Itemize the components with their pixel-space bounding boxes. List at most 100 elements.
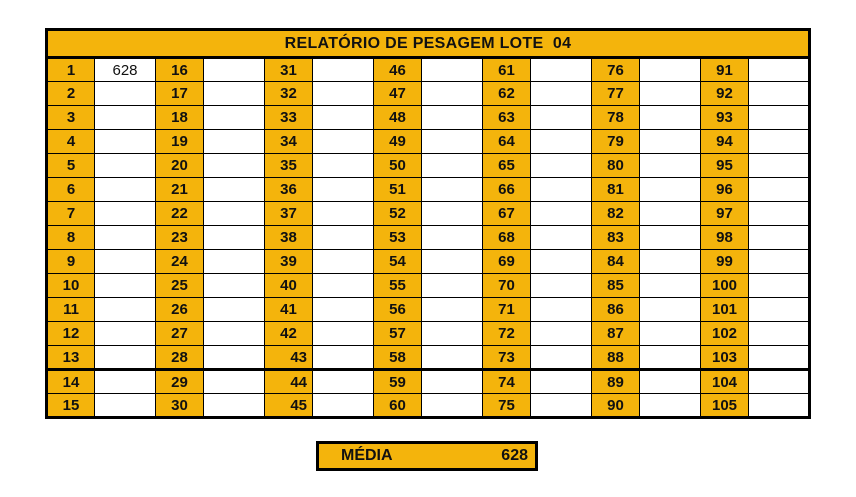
cell-value-99[interactable] [748, 249, 810, 274]
cell-value-76[interactable] [639, 57, 701, 82]
cell-value-1[interactable]: 628 [94, 57, 156, 82]
cell-value-102[interactable] [748, 321, 810, 346]
cell-value-18[interactable] [203, 105, 265, 130]
cell-value-66[interactable] [530, 177, 592, 202]
cell-value-70[interactable] [530, 273, 592, 298]
cell-value-69[interactable] [530, 249, 592, 274]
cell-value-49[interactable] [421, 129, 483, 154]
cell-value-19[interactable] [203, 129, 265, 154]
cell-value-100[interactable] [748, 273, 810, 298]
cell-value-85[interactable] [639, 273, 701, 298]
cell-value-2[interactable] [94, 81, 156, 106]
cell-value-87[interactable] [639, 321, 701, 346]
cell-value-71[interactable] [530, 297, 592, 322]
cell-value-54[interactable] [421, 249, 483, 274]
cell-value-84[interactable] [639, 249, 701, 274]
cell-value-37[interactable] [312, 201, 374, 226]
cell-value-104[interactable] [748, 369, 810, 394]
cell-value-11[interactable] [94, 297, 156, 322]
cell-value-103[interactable] [748, 345, 810, 371]
cell-value-98[interactable] [748, 225, 810, 250]
cell-value-91[interactable] [748, 57, 810, 82]
cell-value-95[interactable] [748, 153, 810, 178]
cell-value-13[interactable] [94, 345, 156, 371]
cell-value-74[interactable] [530, 369, 592, 394]
cell-value-96[interactable] [748, 177, 810, 202]
cell-value-16[interactable] [203, 57, 265, 82]
cell-value-5[interactable] [94, 153, 156, 178]
cell-value-90[interactable] [639, 393, 701, 418]
cell-value-14[interactable] [94, 369, 156, 394]
cell-value-59[interactable] [421, 369, 483, 394]
cell-value-55[interactable] [421, 273, 483, 298]
cell-value-56[interactable] [421, 297, 483, 322]
cell-value-77[interactable] [639, 81, 701, 106]
cell-value-81[interactable] [639, 177, 701, 202]
cell-value-38[interactable] [312, 225, 374, 250]
cell-value-83[interactable] [639, 225, 701, 250]
cell-value-12[interactable] [94, 321, 156, 346]
cell-value-41[interactable] [312, 297, 374, 322]
cell-value-39[interactable] [312, 249, 374, 274]
cell-value-29[interactable] [203, 369, 265, 394]
cell-value-68[interactable] [530, 225, 592, 250]
cell-value-53[interactable] [421, 225, 483, 250]
cell-value-17[interactable] [203, 81, 265, 106]
cell-value-47[interactable] [421, 81, 483, 106]
cell-value-28[interactable] [203, 345, 265, 371]
cell-value-27[interactable] [203, 321, 265, 346]
cell-value-10[interactable] [94, 273, 156, 298]
cell-value-33[interactable] [312, 105, 374, 130]
cell-value-65[interactable] [530, 153, 592, 178]
cell-value-3[interactable] [94, 105, 156, 130]
cell-value-7[interactable] [94, 201, 156, 226]
cell-value-36[interactable] [312, 177, 374, 202]
cell-value-88[interactable] [639, 345, 701, 371]
cell-value-46[interactable] [421, 57, 483, 82]
cell-value-43[interactable] [312, 345, 374, 371]
cell-value-75[interactable] [530, 393, 592, 418]
cell-value-58[interactable] [421, 345, 483, 371]
cell-value-6[interactable] [94, 177, 156, 202]
cell-value-26[interactable] [203, 297, 265, 322]
cell-value-82[interactable] [639, 201, 701, 226]
cell-value-86[interactable] [639, 297, 701, 322]
cell-value-89[interactable] [639, 369, 701, 394]
cell-value-25[interactable] [203, 273, 265, 298]
cell-value-31[interactable] [312, 57, 374, 82]
cell-value-78[interactable] [639, 105, 701, 130]
cell-value-63[interactable] [530, 105, 592, 130]
cell-value-23[interactable] [203, 225, 265, 250]
cell-value-42[interactable] [312, 321, 374, 346]
cell-value-73[interactable] [530, 345, 592, 371]
cell-value-35[interactable] [312, 153, 374, 178]
cell-value-97[interactable] [748, 201, 810, 226]
cell-value-94[interactable] [748, 129, 810, 154]
cell-value-40[interactable] [312, 273, 374, 298]
cell-value-105[interactable] [748, 393, 810, 418]
cell-value-51[interactable] [421, 177, 483, 202]
cell-value-44[interactable] [312, 369, 374, 394]
cell-value-92[interactable] [748, 81, 810, 106]
cell-value-72[interactable] [530, 321, 592, 346]
cell-value-50[interactable] [421, 153, 483, 178]
cell-value-32[interactable] [312, 81, 374, 106]
cell-value-67[interactable] [530, 201, 592, 226]
cell-value-61[interactable] [530, 57, 592, 82]
cell-value-34[interactable] [312, 129, 374, 154]
cell-value-21[interactable] [203, 177, 265, 202]
cell-value-4[interactable] [94, 129, 156, 154]
cell-value-62[interactable] [530, 81, 592, 106]
cell-value-24[interactable] [203, 249, 265, 274]
cell-value-52[interactable] [421, 201, 483, 226]
cell-value-15[interactable] [94, 393, 156, 418]
cell-value-9[interactable] [94, 249, 156, 274]
cell-value-20[interactable] [203, 153, 265, 178]
cell-value-45[interactable] [312, 393, 374, 418]
cell-value-30[interactable] [203, 393, 265, 418]
cell-value-22[interactable] [203, 201, 265, 226]
cell-value-101[interactable] [748, 297, 810, 322]
cell-value-80[interactable] [639, 153, 701, 178]
cell-value-8[interactable] [94, 225, 156, 250]
cell-value-93[interactable] [748, 105, 810, 130]
